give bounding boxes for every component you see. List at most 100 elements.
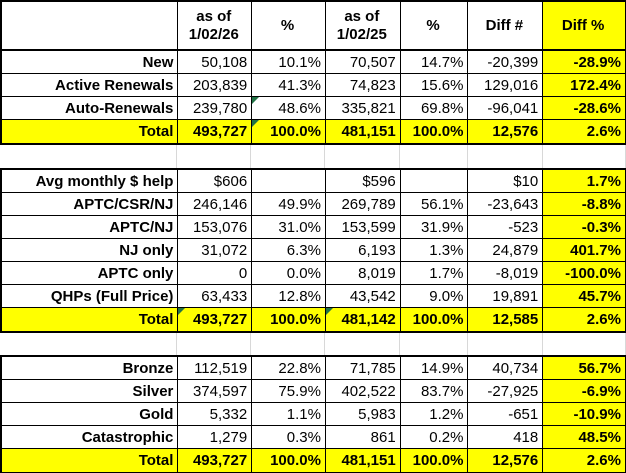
value-cell[interactable]: 153,599 <box>325 216 401 239</box>
value-cell[interactable]: 5,332 <box>178 403 253 426</box>
diff-percent-cell[interactable]: -100.0% <box>543 262 626 285</box>
row-label-cell[interactable]: Gold <box>2 403 179 426</box>
empty-cell[interactable] <box>0 333 177 355</box>
value-cell[interactable]: 12,576 <box>468 449 544 472</box>
value-cell[interactable]: 56.1% <box>400 193 469 216</box>
value-cell[interactable]: 246,146 <box>178 193 253 216</box>
diff-percent-cell[interactable]: 45.7% <box>543 285 626 308</box>
value-cell[interactable]: 129,016 <box>468 74 544 97</box>
value-cell[interactable] <box>400 170 469 193</box>
value-cell[interactable]: 239,780 <box>178 97 253 120</box>
value-cell[interactable]: 1.1% <box>252 403 326 426</box>
diff-percent-cell[interactable]: 48.5% <box>543 426 626 449</box>
value-cell[interactable]: 335,821 <box>325 97 401 120</box>
diff-percent-cell[interactable]: -8.8% <box>543 193 626 216</box>
value-cell[interactable]: 9.0% <box>400 285 469 308</box>
value-cell[interactable]: -23,643 <box>468 193 544 216</box>
row-label-cell[interactable]: Total <box>2 120 179 143</box>
value-cell[interactable]: 481,151 <box>325 449 401 472</box>
value-cell[interactable]: 112,519 <box>178 357 253 380</box>
value-cell[interactable]: 70,507 <box>325 51 401 74</box>
value-cell[interactable]: 12,576 <box>468 120 544 143</box>
value-cell[interactable]: -27,925 <box>468 380 544 403</box>
empty-cell[interactable] <box>251 333 325 355</box>
row-label-cell[interactable]: Avg monthly $ help <box>2 170 179 193</box>
row-label-cell[interactable]: Total <box>2 308 179 331</box>
value-cell[interactable]: 63,433 <box>178 285 253 308</box>
value-cell[interactable]: 1.3% <box>400 239 469 262</box>
value-cell[interactable]: 14.7% <box>400 51 469 74</box>
diff-percent-cell[interactable]: 401.7% <box>543 239 626 262</box>
value-cell[interactable]: 43,542 <box>325 285 401 308</box>
value-cell[interactable]: -8,019 <box>468 262 544 285</box>
row-label-cell[interactable]: Total <box>2 449 179 472</box>
header-cell-empty[interactable] <box>2 2 179 49</box>
value-cell[interactable]: 481,142 <box>325 308 401 331</box>
value-cell[interactable]: 6,193 <box>325 239 401 262</box>
value-cell[interactable]: 153,076 <box>178 216 253 239</box>
value-cell[interactable]: -20,399 <box>468 51 544 74</box>
value-cell[interactable]: 861 <box>325 426 401 449</box>
row-label-cell[interactable]: Active Renewals <box>2 74 179 97</box>
empty-cell[interactable] <box>177 333 251 355</box>
value-cell[interactable]: 100.0% <box>252 308 326 331</box>
row-label-cell[interactable]: Bronze <box>2 357 179 380</box>
value-cell[interactable]: 48.6% <box>252 97 326 120</box>
header-cell[interactable]: Diff # <box>468 2 544 49</box>
value-cell[interactable]: 15.6% <box>400 74 469 97</box>
value-cell[interactable]: 31.0% <box>252 216 326 239</box>
value-cell[interactable]: 40,734 <box>468 357 544 380</box>
value-cell[interactable]: 1.2% <box>400 403 469 426</box>
row-label-cell[interactable]: APTC/NJ <box>2 216 179 239</box>
value-cell[interactable]: 8,019 <box>325 262 401 285</box>
value-cell[interactable]: 481,151 <box>325 120 401 143</box>
value-cell[interactable]: 14.9% <box>400 357 469 380</box>
value-cell[interactable]: $606 <box>178 170 253 193</box>
value-cell[interactable]: 0 <box>178 262 253 285</box>
empty-cell[interactable] <box>0 145 177 168</box>
value-cell[interactable]: 0.2% <box>400 426 469 449</box>
value-cell[interactable]: 0.3% <box>252 426 326 449</box>
row-label-cell[interactable]: Silver <box>2 380 179 403</box>
value-cell[interactable]: 493,727 <box>178 120 253 143</box>
diff-percent-cell[interactable]: 2.6% <box>543 449 626 472</box>
header-cell[interactable]: as of 1/02/25 <box>325 2 401 49</box>
empty-cell[interactable] <box>400 145 468 168</box>
empty-cell[interactable] <box>543 145 626 168</box>
diff-percent-cell[interactable]: -28.6% <box>543 97 626 120</box>
value-cell[interactable]: 100.0% <box>252 449 326 472</box>
empty-cell[interactable] <box>177 145 251 168</box>
value-cell[interactable]: 31,072 <box>178 239 253 262</box>
value-cell[interactable]: 493,727 <box>178 308 253 331</box>
value-cell[interactable]: 1,279 <box>178 426 253 449</box>
empty-cell[interactable] <box>251 145 325 168</box>
value-cell[interactable]: -523 <box>468 216 544 239</box>
header-cell[interactable]: % <box>252 2 326 49</box>
value-cell[interactable]: 100.0% <box>400 308 469 331</box>
row-label-cell[interactable]: Auto-Renewals <box>2 97 179 120</box>
value-cell[interactable]: 24,879 <box>468 239 544 262</box>
diff-percent-cell[interactable]: 2.6% <box>543 308 626 331</box>
empty-cell[interactable] <box>468 145 543 168</box>
diff-percent-cell[interactable]: 56.7% <box>543 357 626 380</box>
value-cell[interactable]: 50,108 <box>178 51 253 74</box>
value-cell[interactable]: 41.3% <box>252 74 326 97</box>
value-cell[interactable]: 100.0% <box>252 120 326 143</box>
value-cell[interactable]: 75.9% <box>252 380 326 403</box>
value-cell[interactable]: 100.0% <box>400 120 469 143</box>
value-cell[interactable]: 6.3% <box>252 239 326 262</box>
value-cell[interactable]: 493,727 <box>178 449 253 472</box>
diff-percent-cell[interactable]: -0.3% <box>543 216 626 239</box>
value-cell[interactable]: 402,522 <box>325 380 401 403</box>
diff-percent-cell[interactable]: -10.9% <box>543 403 626 426</box>
value-cell[interactable]: -651 <box>468 403 544 426</box>
empty-cell[interactable] <box>543 333 626 355</box>
value-cell[interactable]: 418 <box>468 426 544 449</box>
header-cell[interactable]: Diff % <box>543 2 626 49</box>
value-cell[interactable]: 10.1% <box>252 51 326 74</box>
value-cell[interactable]: 69.8% <box>400 97 469 120</box>
value-cell[interactable]: -96,041 <box>468 97 544 120</box>
value-cell[interactable]: 5,983 <box>325 403 401 426</box>
diff-percent-cell[interactable]: 2.6% <box>543 120 626 143</box>
value-cell[interactable]: 22.8% <box>252 357 326 380</box>
